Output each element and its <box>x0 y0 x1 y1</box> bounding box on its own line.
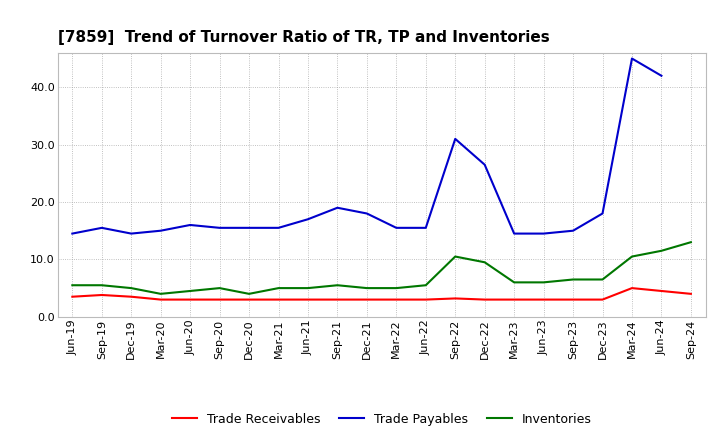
Trade Receivables <box>480 297 489 302</box>
Inventories <box>68 282 76 288</box>
Inventories <box>421 282 430 288</box>
Inventories <box>274 286 283 291</box>
Trade Payables <box>480 162 489 167</box>
Line: Inventories: Inventories <box>72 242 691 294</box>
Inventories <box>480 260 489 265</box>
Trade Receivables <box>215 297 224 302</box>
Inventories <box>304 286 312 291</box>
Trade Receivables <box>97 292 106 297</box>
Inventories <box>687 239 696 245</box>
Inventories <box>569 277 577 282</box>
Inventories <box>657 248 666 253</box>
Text: [7859]  Trend of Turnover Ratio of TR, TP and Inventories: [7859] Trend of Turnover Ratio of TR, TP… <box>58 29 549 45</box>
Line: Trade Payables: Trade Payables <box>72 59 662 234</box>
Trade Payables <box>127 231 135 236</box>
Inventories <box>628 254 636 259</box>
Inventories <box>510 280 518 285</box>
Trade Receivables <box>304 297 312 302</box>
Trade Payables <box>304 216 312 222</box>
Trade Payables <box>569 228 577 233</box>
Trade Receivables <box>127 294 135 299</box>
Trade Payables <box>657 73 666 78</box>
Line: Trade Receivables: Trade Receivables <box>72 288 691 300</box>
Trade Receivables <box>156 297 165 302</box>
Trade Receivables <box>451 296 459 301</box>
Trade Payables <box>510 231 518 236</box>
Trade Payables <box>97 225 106 231</box>
Trade Receivables <box>392 297 400 302</box>
Trade Payables <box>156 228 165 233</box>
Trade Receivables <box>657 288 666 293</box>
Trade Receivables <box>274 297 283 302</box>
Inventories <box>156 291 165 297</box>
Trade Receivables <box>539 297 548 302</box>
Trade Payables <box>421 225 430 231</box>
Inventories <box>215 286 224 291</box>
Inventories <box>598 277 607 282</box>
Trade Payables <box>451 136 459 142</box>
Trade Receivables <box>68 294 76 299</box>
Trade Payables <box>598 211 607 216</box>
Trade Payables <box>68 231 76 236</box>
Legend: Trade Receivables, Trade Payables, Inventories: Trade Receivables, Trade Payables, Inven… <box>166 407 597 430</box>
Inventories <box>451 254 459 259</box>
Trade Receivables <box>186 297 194 302</box>
Trade Receivables <box>569 297 577 302</box>
Inventories <box>392 286 400 291</box>
Inventories <box>363 286 372 291</box>
Trade Receivables <box>687 291 696 297</box>
Trade Receivables <box>363 297 372 302</box>
Trade Receivables <box>421 297 430 302</box>
Trade Payables <box>392 225 400 231</box>
Trade Payables <box>363 211 372 216</box>
Inventories <box>539 280 548 285</box>
Trade Payables <box>245 225 253 231</box>
Trade Payables <box>333 205 342 210</box>
Trade Receivables <box>333 297 342 302</box>
Trade Payables <box>628 56 636 61</box>
Trade Receivables <box>628 286 636 291</box>
Trade Receivables <box>245 297 253 302</box>
Trade Receivables <box>510 297 518 302</box>
Trade Payables <box>186 222 194 227</box>
Inventories <box>245 291 253 297</box>
Inventories <box>333 282 342 288</box>
Inventories <box>97 282 106 288</box>
Trade Payables <box>215 225 224 231</box>
Trade Payables <box>539 231 548 236</box>
Trade Receivables <box>598 297 607 302</box>
Inventories <box>127 286 135 291</box>
Inventories <box>186 288 194 293</box>
Trade Payables <box>274 225 283 231</box>
